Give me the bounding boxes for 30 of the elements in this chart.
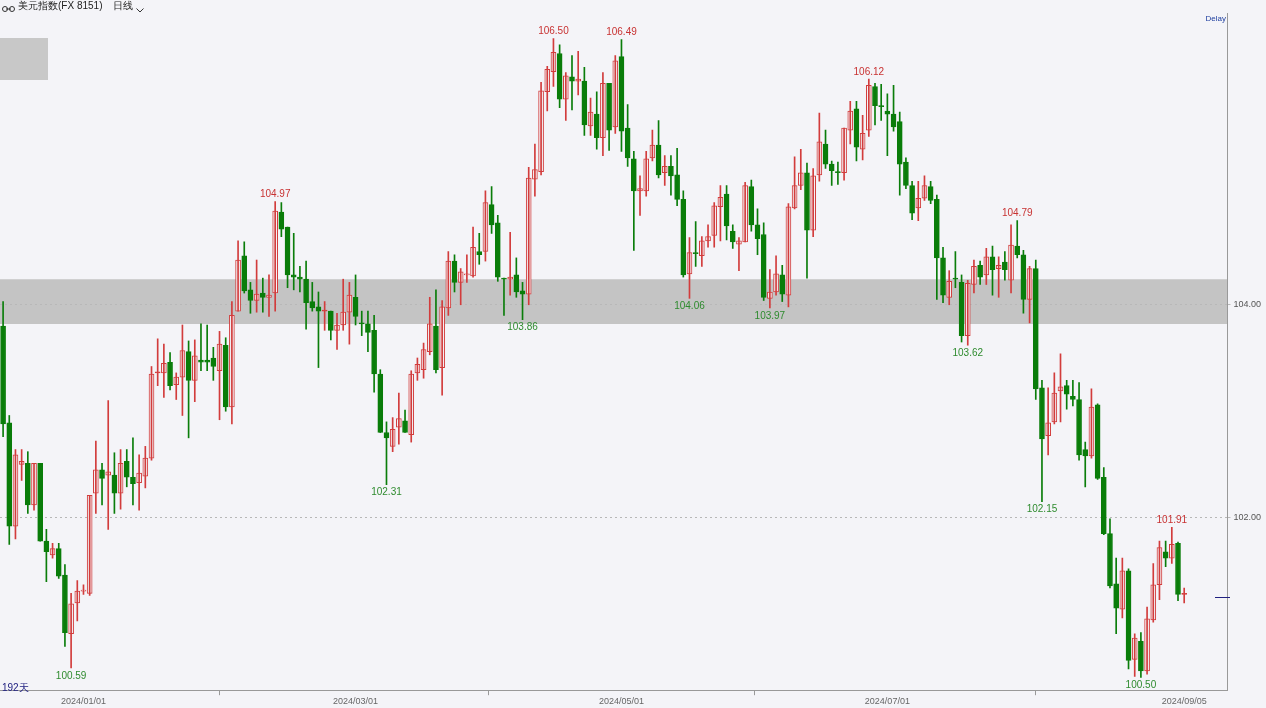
text: 日线 — [113, 0, 134, 12]
annotation: 102.31 — [371, 486, 403, 498]
annotation: 100.50 — [1125, 679, 1157, 691]
annotation: 100.59 — [55, 669, 87, 681]
annotation: 103.62 — [952, 346, 984, 358]
x-tick-label: 2024/03/01 — [333, 696, 379, 707]
annotation: 104.79 — [1001, 207, 1033, 219]
y-tick-label: 104.00 — [1233, 299, 1261, 310]
y-tick-label: 102.00 — [1233, 512, 1261, 523]
x-tick-label: 2024/09/05 — [1161, 696, 1207, 707]
annotation: 101.91 — [1156, 514, 1188, 526]
x-tick-label: 2024/05/01 — [598, 696, 644, 707]
annotation: 103.97 — [754, 309, 786, 321]
x-tick-label: 2024/01/01 — [60, 696, 106, 707]
annotation: 104.97 — [259, 188, 291, 200]
candlestick — [835, 161, 841, 185]
x-tick-label: 2024/07/01 — [864, 696, 910, 707]
annotation: 104.06 — [674, 300, 706, 312]
annotation: 103.86 — [507, 321, 539, 333]
annotation: 106.50 — [538, 25, 570, 37]
text: Delay — [1205, 14, 1226, 23]
candlestick — [464, 254, 470, 283]
annotation: 106.49 — [606, 26, 638, 38]
annotation: 192天 — [2, 681, 29, 695]
chart-title: 美元指数(FX 8151) — [18, 0, 103, 12]
candlestick — [358, 310, 365, 336]
annotation: 106.12 — [853, 65, 885, 77]
candlestick — [501, 277, 507, 316]
annotation: 102.15 — [1026, 503, 1058, 515]
candlestick — [154, 338, 161, 386]
